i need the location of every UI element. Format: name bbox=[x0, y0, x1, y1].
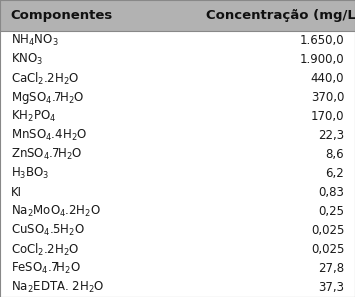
Text: 0,025: 0,025 bbox=[311, 243, 344, 256]
Text: Na$_2$MoO$_4$.2H$_2$O: Na$_2$MoO$_4$.2H$_2$O bbox=[11, 204, 100, 219]
Bar bbox=[0, 126, 355, 145]
Text: 1.650,0: 1.650,0 bbox=[300, 34, 344, 47]
Text: MgSO$_4$.7H$_2$O: MgSO$_4$.7H$_2$O bbox=[11, 90, 84, 106]
Bar bbox=[0, 278, 355, 297]
Text: 27,8: 27,8 bbox=[318, 262, 344, 275]
Bar bbox=[0, 183, 355, 202]
Bar bbox=[0, 240, 355, 259]
Text: 37,3: 37,3 bbox=[318, 281, 344, 294]
Text: 370,0: 370,0 bbox=[311, 91, 344, 104]
Text: NH$_4$NO$_3$: NH$_4$NO$_3$ bbox=[11, 33, 58, 48]
Text: Componentes: Componentes bbox=[11, 9, 113, 22]
Text: 1.900,0: 1.900,0 bbox=[300, 53, 344, 66]
Text: ZnSO$_4$.7H$_2$O: ZnSO$_4$.7H$_2$O bbox=[11, 147, 82, 162]
Text: 22,3: 22,3 bbox=[318, 129, 344, 142]
Bar bbox=[0, 259, 355, 278]
Bar bbox=[0, 107, 355, 126]
Bar bbox=[0, 69, 355, 88]
Text: KI: KI bbox=[11, 186, 22, 199]
Bar bbox=[0, 145, 355, 164]
Text: CoCl$_2$.2H$_2$O: CoCl$_2$.2H$_2$O bbox=[11, 241, 79, 257]
Text: 440,0: 440,0 bbox=[311, 72, 344, 85]
Text: KH$_2$PO$_4$: KH$_2$PO$_4$ bbox=[11, 109, 56, 124]
Text: Na$_2$EDTA. 2H$_2$O: Na$_2$EDTA. 2H$_2$O bbox=[11, 280, 104, 295]
Bar bbox=[0, 0, 355, 31]
Bar bbox=[0, 31, 355, 50]
Text: MnSO$_4$.4H$_2$O: MnSO$_4$.4H$_2$O bbox=[11, 128, 87, 143]
Bar bbox=[0, 221, 355, 240]
Text: CuSO$_4$.5H$_2$O: CuSO$_4$.5H$_2$O bbox=[11, 223, 84, 238]
Text: 0,83: 0,83 bbox=[318, 186, 344, 199]
Text: 8,6: 8,6 bbox=[326, 148, 344, 161]
Bar bbox=[0, 202, 355, 221]
Text: Concentração (mg/L): Concentração (mg/L) bbox=[206, 9, 355, 22]
Bar bbox=[0, 88, 355, 107]
Bar bbox=[0, 50, 355, 69]
Text: 0,025: 0,025 bbox=[311, 224, 344, 237]
Text: CaCl$_2$.2H$_2$O: CaCl$_2$.2H$_2$O bbox=[11, 71, 79, 87]
Text: FeSO$_4$.7H$_2$O: FeSO$_4$.7H$_2$O bbox=[11, 261, 81, 276]
Text: 170,0: 170,0 bbox=[311, 110, 344, 123]
Bar bbox=[0, 164, 355, 183]
Text: KNO$_3$: KNO$_3$ bbox=[11, 52, 43, 67]
Text: 0,25: 0,25 bbox=[318, 205, 344, 218]
Text: 6,2: 6,2 bbox=[326, 167, 344, 180]
Text: H$_3$BO$_3$: H$_3$BO$_3$ bbox=[11, 166, 49, 181]
